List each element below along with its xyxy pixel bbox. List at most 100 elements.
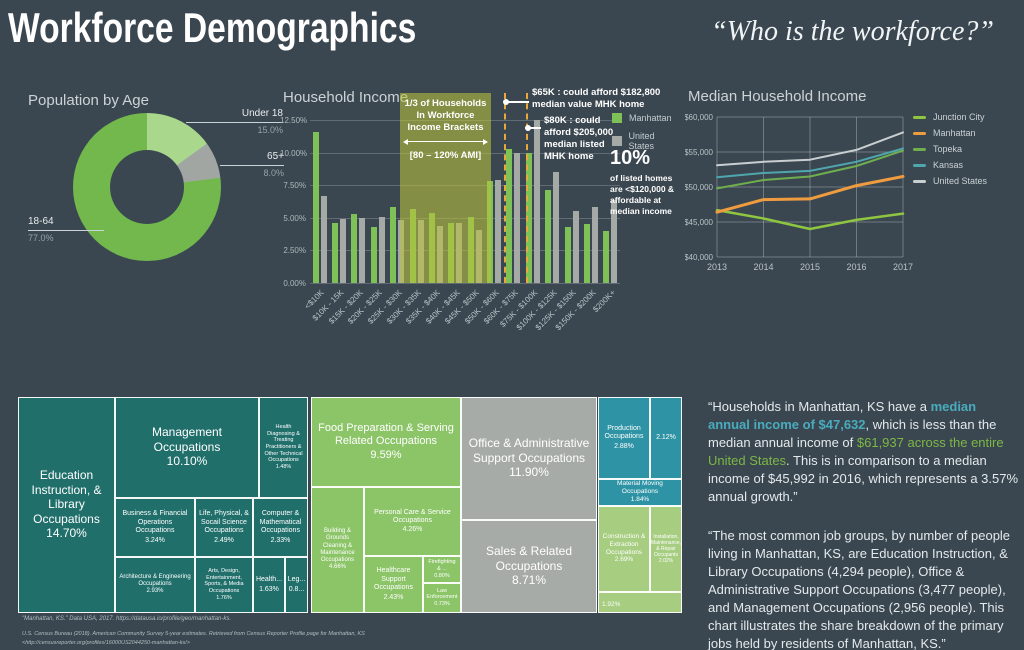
treemap-cell-health-diagnosing-treating: Health Diagnosing & Treating Practitione…	[259, 397, 308, 498]
treemap-cell-personal-care-service: Personal Care & Service Occupations 4.26%	[364, 487, 461, 556]
treemap-cell-unlabeled-1-92: 1.92%	[598, 592, 682, 613]
donut-label-18-64: 18-64 77.0%	[28, 216, 104, 243]
treemap-cell-value: 2.69%	[614, 556, 634, 564]
bar-group	[601, 120, 620, 283]
source-citation-2: U.S. Census Bureau (2018). American Comm…	[22, 631, 365, 646]
legend-item-united-states: United States	[612, 131, 680, 151]
bar-manhattan	[351, 213, 358, 283]
svg-text:2015: 2015	[800, 262, 820, 272]
bar-united-states	[378, 216, 385, 283]
treemap-cell-unlabeled-2-12: 2.12%	[650, 397, 682, 479]
treemap-cell-value: 1.76%	[216, 594, 232, 601]
treemap-cell-label: Architecture & Engineering Occupations	[119, 573, 191, 588]
treemap-cell-value: 14.70%	[46, 525, 87, 540]
treemap-cell-value: 8.71%	[511, 573, 547, 588]
leader-line	[220, 165, 284, 166]
donut-label-under-18: Under 18 15.0%	[186, 108, 283, 135]
bar-group	[368, 120, 387, 283]
treemap-cell-value: 2.33%	[270, 536, 291, 544]
workforce-income-highlight: 1/3 of Households In Workforce Income Br…	[400, 93, 491, 283]
income-summary-text: “Households in Manhattan, KS have a medi…	[708, 399, 1019, 504]
double-arrow-icon	[403, 138, 488, 145]
occupations-summary-text: “The most common job groups, by number o…	[708, 528, 1011, 650]
legend-item-united-states: United States	[913, 176, 987, 186]
treemap-cell-value: 2.02%	[658, 557, 674, 564]
median-income-plot: $40,000 $45,000 $50,000 $55,000 $60,000 2013 2…	[685, 113, 913, 272]
treemap-cell-label: Management Occupations	[151, 425, 223, 454]
treemap-cell-label: Computer & Mathematical Occupations	[259, 510, 302, 535]
legend-item-kansas: Kansas	[913, 160, 987, 170]
gridline	[310, 283, 620, 284]
treemap-cell-business-financial: Business & Financial Operations Occupati…	[115, 498, 195, 557]
bar-group	[310, 120, 329, 283]
treemap-cell-value: 4.66%	[328, 564, 346, 571]
treemap-cell-material-moving: Material Moving Occupations 1.84%	[598, 479, 682, 506]
treemap-cell-education-instruction-library: Education Instruction, & Library Occupat…	[18, 397, 115, 613]
treemap-cell-installation-maintenance-repair: Installation, Maintenance, & Repair Occu…	[650, 506, 682, 592]
legend-item-manhattan: Manhattan	[913, 128, 987, 138]
legend-label: United States	[628, 131, 655, 151]
bar-manhattan	[332, 223, 339, 283]
treemap-cell-label: Life, Physical, & Socail Science Occupat…	[199, 510, 249, 535]
treemap-cell-health-truncated: Health... 1.63%	[253, 557, 285, 613]
legend-item-manhattan: Manhattan	[612, 113, 680, 123]
bar-group	[504, 120, 523, 283]
highlighted-median-income: median annual income of $47,632	[708, 399, 977, 432]
svg-text:$55,000: $55,000	[685, 148, 714, 157]
treemap-cell-value: 1.48%	[275, 463, 292, 470]
y-axis-label: 2.50%	[283, 246, 306, 256]
treemap-cell-label: Material Moving Occupations	[617, 480, 663, 496]
bar-manhattan	[545, 190, 552, 283]
treemap-cell-value: 2.88%	[614, 442, 634, 450]
legend-swatch	[612, 113, 622, 123]
treemap-cell-label: Arts, Design, Entertainment, Sports, & M…	[204, 568, 244, 595]
treemap-cell-label: Installation, Maintenance, & Repair Occu…	[651, 533, 682, 558]
bar-manhattan	[506, 148, 513, 283]
income-x-labels: <$10K $10K - 15K $15K - $20K $20K - $25K $25…	[303, 286, 620, 341]
population-donut	[73, 113, 221, 261]
legend-label: Junction City	[933, 112, 985, 122]
treemap-cell-label: Building & Grounds Cleaning & Maintenanc…	[320, 528, 355, 563]
legend-item-junction-city: Junction City	[913, 112, 987, 122]
bar-united-states	[611, 199, 618, 283]
leader-line	[28, 230, 104, 231]
legend-dash	[913, 147, 926, 151]
treemap-cell-value: 9.59%	[370, 449, 402, 462]
treemap-cell-label: Business & Financial Operations Occupati…	[122, 510, 188, 535]
svg-text:2017: 2017	[893, 262, 913, 272]
legend-dash	[913, 163, 926, 167]
svg-text:2014: 2014	[753, 262, 773, 272]
treemap-cell-value: 0.73%	[434, 601, 450, 608]
bar-united-states	[320, 195, 327, 283]
legend-dash	[913, 131, 926, 135]
x-axis-label: $200K+	[590, 288, 617, 315]
listed-homes-stat: 10% of listed homes are <$120,000 & affo…	[610, 147, 675, 217]
population-by-age-chart: Population by Age Under 18 15.0% 65+ 8.0…	[0, 85, 284, 335]
callout-connector-80k	[525, 125, 541, 131]
source-citation-1: "Manhattan, KS." Data USA, 2017. https:/…	[22, 616, 232, 622]
treemap-cell-value: 1.84%	[630, 496, 650, 504]
household-income-chart: Household Income 0.00% 2.50% 5.00% 7.50% 10.…	[280, 85, 680, 345]
legend-swatch	[612, 136, 622, 146]
callout-65k: $65K : could afford $182,800 median valu…	[532, 87, 661, 110]
svg-text:$50,000: $50,000	[685, 183, 714, 192]
treemap-cell-computer-mathematical: Computer & Mathematical Occupations 2.33%	[253, 498, 308, 557]
treemap-cell-legal-truncated: Leg... 0.8...	[285, 557, 308, 613]
callout-connector-65k	[503, 99, 529, 105]
bar-manhattan	[564, 226, 571, 283]
income-chart-title: Household Income	[283, 89, 409, 106]
median-income-chart: Median Household Income $40,000 $45,000 $5…	[685, 85, 1024, 300]
legend-label: Topeka	[933, 144, 963, 154]
treemap-cell-label: Food Preparation & Serving Related Occup…	[318, 421, 454, 447]
treemap-cell-law-enforcement: Law Enforcement 0.73%	[423, 583, 461, 613]
treemap-cell-value: 2.49%	[214, 536, 234, 544]
treemap-cell-architecture-engineering: Architecture & Engineering Occupations 2.…	[115, 557, 195, 613]
treemap-cell-label: Healthcare Support Occupations	[374, 567, 413, 592]
page-quote: “Who is the workforce?”	[711, 16, 994, 47]
bar-united-states	[514, 152, 521, 283]
legend-dash	[913, 115, 926, 119]
treemap-cell-label: Sales & Related Occupations	[485, 544, 573, 573]
dashed-line-80k	[526, 93, 528, 283]
bar-group	[543, 120, 562, 283]
